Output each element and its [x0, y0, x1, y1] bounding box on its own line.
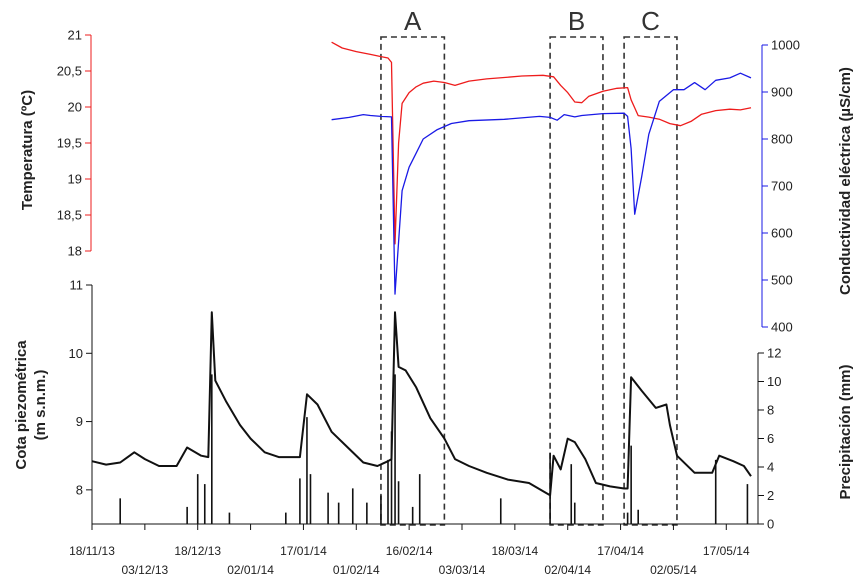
highlight-box-label: C	[641, 6, 660, 36]
x-tick-label: 17/01/14	[280, 544, 327, 558]
piezometric-axis-label-line1: Cota piezométrica	[13, 340, 30, 470]
precipitation-tick-label: 4	[767, 460, 774, 475]
conductivity-series-line	[331, 72, 752, 295]
temperature-tick-label: 18,5	[57, 208, 82, 223]
precipitation-bar	[327, 492, 329, 524]
precipitation-bar	[228, 512, 231, 524]
x-tick-label: 02/05/14	[650, 563, 697, 577]
temperature-tick-label: 20,5	[57, 64, 82, 79]
precipitation-tick-label: 10	[767, 374, 781, 389]
precipitation-bar	[186, 506, 188, 524]
precipitation-bar	[196, 474, 199, 524]
conductivity-tick-label: 500	[771, 273, 793, 288]
piezometric-axis-label-line2: (m s.n.m.)	[32, 370, 49, 441]
axes	[85, 34, 768, 530]
precipitation-bars	[119, 374, 749, 524]
precipitation-tick-label: 8	[767, 403, 774, 418]
temperature-tick-label: 21	[68, 28, 82, 43]
highlight-boxes: A B C	[380, 6, 678, 526]
precipitation-tick-label: 2	[767, 488, 774, 503]
conductivity-tick-label: 400	[771, 320, 793, 335]
temperature-tick-label: 20	[68, 100, 82, 115]
precipitation-bar	[746, 484, 749, 524]
x-tick-label: 02/04/14	[544, 563, 591, 577]
highlight-box-c	[623, 36, 678, 526]
precipitation-bar	[119, 498, 121, 524]
temperature-tick-label: 18	[68, 244, 82, 259]
precipitation-tick-label: 6	[767, 431, 774, 446]
x-tick-label: 18/11/13	[69, 544, 115, 558]
precipitation-bar	[418, 474, 421, 524]
tick-labels: 18/11/13 03/12/13 18/12/13 02/01/14 17/01/14…	[57, 28, 800, 578]
highlight-box-label: A	[404, 6, 422, 36]
highlight-box-b	[549, 36, 604, 526]
precipitation-bar	[337, 502, 340, 524]
precipitation-bar	[394, 374, 396, 524]
conductivity-tick-label: 600	[771, 226, 793, 241]
highlight-box-a	[380, 36, 446, 526]
x-tick-label: 02/01/14	[227, 563, 274, 577]
precipitation-tick-label: 0	[767, 517, 774, 532]
piezometric-tick-label: 10	[69, 346, 83, 361]
precipitation-bar	[626, 512, 629, 524]
precipitation-bar	[351, 488, 354, 524]
conductivity-tick-label: 900	[771, 85, 793, 100]
x-tick-label: 18/12/13	[174, 544, 221, 558]
x-tick-label: 17/04/14	[597, 544, 644, 558]
precipitation-bar	[573, 502, 576, 524]
temperature-axis-label: Temperatura (ºC)	[19, 90, 36, 210]
precipitation-bar	[630, 445, 632, 524]
piezometric-tick-label: 9	[76, 414, 83, 429]
series-lines	[91, 41, 752, 497]
conductivity-tick-label: 1000	[771, 38, 800, 53]
precipitation-bar	[211, 374, 213, 524]
precipitation-bar	[390, 431, 393, 524]
x-tick-label: 03/03/14	[439, 563, 486, 577]
precipitation-bar	[411, 506, 414, 524]
precipitation-bar	[387, 459, 389, 524]
precipitation-bar	[637, 509, 639, 524]
x-tick-label: 03/12/13	[121, 563, 168, 577]
precipitation-bar	[306, 417, 308, 524]
temperature-tick-label: 19,5	[57, 136, 82, 151]
precipitation-bar	[380, 495, 382, 524]
piezometric-series-line	[91, 311, 752, 497]
x-tick-label: 18/03/14	[491, 544, 538, 558]
precipitation-bar	[203, 484, 206, 524]
conductivity-tick-label: 700	[771, 179, 793, 194]
precipitation-bar	[285, 512, 287, 524]
x-tick-label: 16/02/14	[386, 544, 433, 558]
precipitation-axis-label: Precipitación (mm)	[837, 364, 854, 499]
precipitation-bar	[570, 464, 573, 524]
conductivity-tick-label: 800	[771, 132, 793, 147]
precipitation-bar	[309, 474, 312, 524]
piezometric-tick-label: 8	[76, 482, 83, 497]
precipitation-bar	[299, 478, 301, 524]
highlight-box-label: B	[568, 6, 585, 36]
temperature-tick-label: 19	[68, 172, 82, 187]
precipitation-bar	[499, 498, 502, 524]
x-tick-label: 01/02/14	[333, 563, 380, 577]
precipitation-bar	[366, 502, 368, 524]
precipitation-bar	[397, 481, 400, 524]
temperature-series-line	[331, 41, 752, 245]
piezometric-tick-label: 11	[70, 278, 84, 293]
precipitation-tick-label: 12	[767, 346, 781, 361]
conductivity-axis-label: Conductividad eléctrica (µS/cm)	[837, 67, 854, 295]
precipitation-bar	[714, 459, 717, 524]
x-tick-label: 17/05/14	[703, 544, 750, 558]
